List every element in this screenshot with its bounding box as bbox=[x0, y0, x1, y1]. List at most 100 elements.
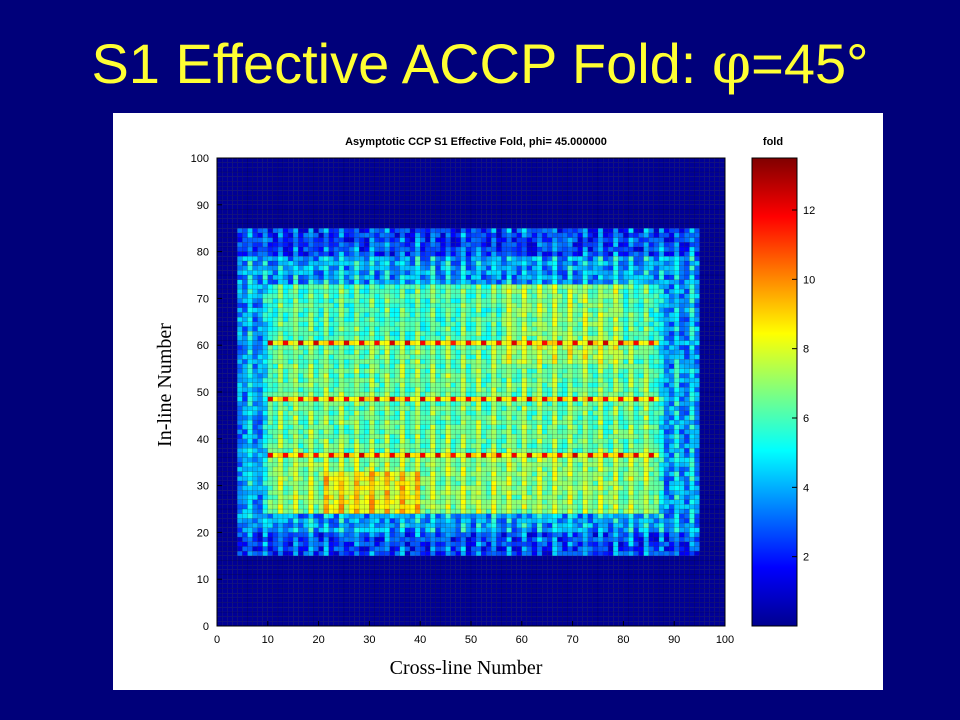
heatmap-cell bbox=[364, 419, 370, 425]
heatmap-cell bbox=[303, 494, 309, 500]
heatmap-cell bbox=[430, 401, 436, 407]
heatmap-cell bbox=[343, 550, 350, 556]
heatmap-cell bbox=[287, 228, 294, 234]
heatmap-cell bbox=[389, 185, 395, 191]
heatmap-cell bbox=[267, 447, 274, 454]
heatmap-cell bbox=[333, 232, 340, 238]
heatmap-cell bbox=[323, 485, 329, 491]
heatmap-cell bbox=[445, 363, 451, 369]
heatmap-cell bbox=[435, 157, 441, 163]
heatmap-cell bbox=[409, 167, 416, 173]
heatmap-cell bbox=[216, 340, 223, 346]
heatmap-cell bbox=[430, 373, 436, 379]
heatmap-cell bbox=[323, 377, 329, 383]
heatmap-cell bbox=[399, 447, 406, 454]
heatmap-cell bbox=[359, 476, 365, 482]
heatmap-cell bbox=[374, 485, 380, 491]
heatmap-cell bbox=[343, 251, 350, 257]
heatmap-cell bbox=[267, 569, 274, 575]
heatmap-cell bbox=[262, 265, 268, 271]
heatmap-cell bbox=[353, 597, 360, 603]
heatmap-cell bbox=[216, 419, 223, 425]
heatmap-cell bbox=[252, 607, 258, 613]
heatmap-cell bbox=[282, 443, 289, 449]
heatmap-cell bbox=[369, 410, 375, 416]
heatmap-cell bbox=[216, 490, 223, 496]
heatmap-cell bbox=[323, 471, 329, 477]
heatmap-cell bbox=[313, 382, 319, 388]
heatmap-cell bbox=[414, 345, 421, 351]
heatmap-cell bbox=[379, 396, 385, 402]
heatmap-cell bbox=[425, 466, 431, 472]
heatmap-cell bbox=[272, 167, 279, 173]
heatmap-cell bbox=[445, 228, 451, 234]
heatmap-cell bbox=[440, 298, 446, 304]
heatmap-cell bbox=[409, 368, 416, 374]
heatmap-cell bbox=[364, 499, 370, 505]
heatmap-cell bbox=[455, 279, 462, 285]
heatmap-cell bbox=[364, 438, 370, 444]
heatmap-cell bbox=[384, 447, 390, 454]
heatmap-cell bbox=[430, 288, 436, 294]
heatmap-cell bbox=[404, 579, 411, 585]
heatmap-cell bbox=[399, 237, 406, 243]
heatmap-cell bbox=[343, 471, 350, 477]
heatmap-cell bbox=[420, 405, 426, 411]
heatmap-cell bbox=[379, 279, 385, 285]
heatmap-cell bbox=[379, 256, 385, 262]
heatmap-cell bbox=[267, 265, 274, 271]
heatmap-cell bbox=[364, 213, 370, 220]
heatmap-cell bbox=[232, 476, 238, 482]
heatmap-cell bbox=[333, 611, 340, 617]
heatmap-cell bbox=[414, 246, 421, 252]
heatmap-cell bbox=[460, 433, 467, 439]
heatmap-cell bbox=[384, 490, 390, 496]
heatmap-cell bbox=[369, 387, 375, 393]
heatmap-cell bbox=[353, 270, 360, 276]
heatmap-cell bbox=[379, 251, 385, 257]
heatmap-cell bbox=[293, 494, 299, 500]
heatmap-cell bbox=[313, 401, 319, 407]
heatmap-cell bbox=[287, 223, 294, 229]
heatmap-cell bbox=[364, 251, 370, 257]
heatmap-cell bbox=[323, 213, 329, 220]
heatmap-cell bbox=[293, 157, 299, 163]
heatmap-cell bbox=[308, 228, 314, 234]
heatmap-cell bbox=[430, 391, 436, 397]
heatmap-cell bbox=[298, 335, 304, 341]
heatmap-cell bbox=[409, 228, 416, 234]
heatmap-cell bbox=[404, 583, 411, 589]
heatmap-cell bbox=[308, 550, 314, 556]
heatmap-cell bbox=[293, 293, 299, 299]
heatmap-cell bbox=[414, 405, 421, 411]
heatmap-cell bbox=[348, 157, 355, 163]
heatmap-cell bbox=[303, 536, 309, 542]
heatmap-cell bbox=[420, 228, 426, 234]
heatmap-cell bbox=[257, 391, 263, 397]
heatmap-cell bbox=[430, 429, 436, 435]
heatmap-cell bbox=[216, 237, 223, 243]
heatmap-cell bbox=[216, 176, 223, 182]
heatmap-cell bbox=[394, 499, 401, 505]
heatmap-cell bbox=[262, 256, 268, 262]
heatmap-cell bbox=[430, 246, 436, 252]
heatmap-cell bbox=[237, 569, 243, 575]
heatmap-cell bbox=[430, 532, 436, 538]
heatmap-cell bbox=[323, 546, 329, 552]
heatmap-cell bbox=[272, 405, 279, 411]
heatmap-cell bbox=[364, 527, 370, 533]
heatmap-cell bbox=[252, 536, 258, 542]
heatmap-cell bbox=[460, 265, 467, 271]
heatmap-cell bbox=[399, 611, 406, 617]
heatmap-cell bbox=[247, 373, 253, 379]
heatmap-cell bbox=[257, 190, 263, 196]
heatmap-cell bbox=[237, 405, 243, 411]
heatmap-cell bbox=[272, 616, 279, 622]
heatmap-cell bbox=[379, 340, 385, 346]
heatmap-cell bbox=[440, 541, 446, 547]
heatmap-cell bbox=[399, 536, 406, 542]
heatmap-cell bbox=[409, 204, 416, 210]
heatmap-cell bbox=[374, 447, 380, 454]
heatmap-cell bbox=[221, 607, 228, 613]
heatmap-cell bbox=[318, 199, 324, 205]
